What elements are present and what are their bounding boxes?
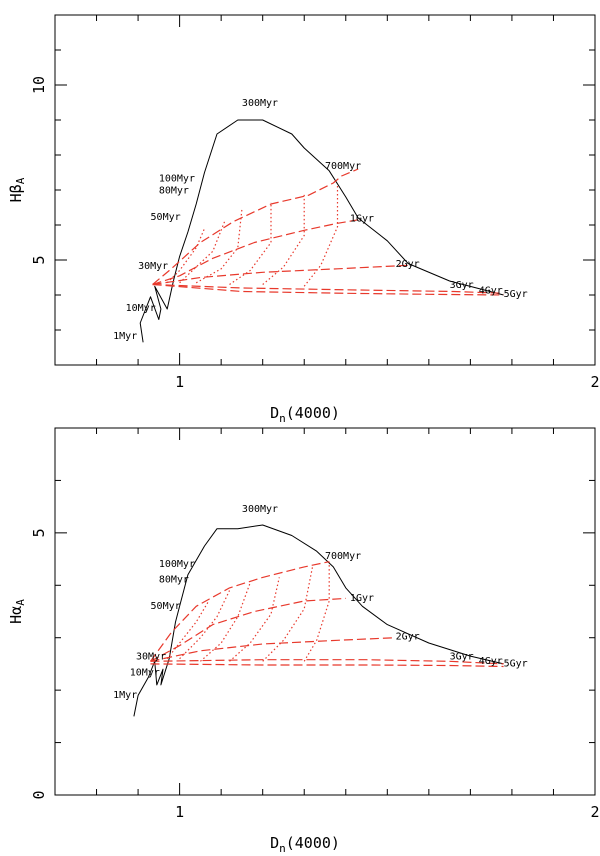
model-line — [303, 561, 330, 662]
age-label: 80Myr — [159, 575, 189, 586]
isochrone-line — [152, 168, 359, 285]
isochrone-line — [152, 219, 359, 286]
x-tick-label: 2 — [590, 803, 599, 821]
y-tick-label: 0 — [30, 790, 48, 799]
y-axis-label: HαA — [7, 599, 27, 624]
model-line — [262, 566, 314, 662]
age-label: 1Myr — [113, 331, 137, 342]
age-label: 100Myr — [159, 173, 195, 184]
isochrone-line — [150, 561, 330, 662]
isochrone-line — [152, 283, 504, 296]
y-axis-label: HβA — [7, 177, 27, 202]
age-label: 2Gyr — [396, 631, 420, 642]
age-label: 50Myr — [151, 601, 181, 612]
isochrone-line — [150, 663, 504, 668]
age-label: 700Myr — [325, 551, 361, 562]
age-label: 30Myr — [138, 261, 168, 272]
hbeta-panel: 1 2 5 10 Dn(4000) HβA 300Myr 700Myr 100Myr 80Myr 1… — [7, 14, 600, 425]
x-tick-label: 1 — [175, 803, 184, 821]
age-label: 4Gyr — [479, 656, 503, 667]
x-tick-label: 2 — [590, 373, 599, 391]
age-label: 5Gyr — [504, 659, 528, 670]
halpha-panel: 1 2 0 5 Dn(4000) HαA 300Myr 700Myr 100Myr 80Myr 50… — [7, 427, 600, 855]
age-label: 1Gyr — [350, 593, 374, 604]
age-label: 2Gyr — [396, 259, 420, 270]
model-line — [200, 582, 251, 662]
age-label: 700Myr — [325, 161, 361, 172]
track-line — [139, 119, 504, 343]
model-line — [229, 577, 280, 662]
isochrone-line — [150, 659, 504, 665]
model-line — [166, 228, 206, 284]
age-label: 10Myr — [126, 303, 156, 314]
isochrone-line — [150, 637, 396, 662]
x-tick-label: 1 — [175, 373, 184, 391]
age-label: 1Myr — [113, 690, 137, 701]
age-label: 3Gyr — [450, 280, 474, 291]
y-tick-label: 5 — [30, 528, 48, 537]
y-tick-label: 5 — [30, 255, 48, 264]
age-label: 80Myr — [159, 186, 189, 197]
y-tick-label: 10 — [30, 76, 48, 94]
age-label: 100Myr — [159, 559, 195, 570]
age-label: 30Myr — [136, 652, 166, 663]
age-label: 4Gyr — [479, 285, 503, 296]
model-line — [179, 219, 226, 284]
age-label: 300Myr — [242, 504, 278, 515]
isochrone-line — [152, 283, 504, 294]
age-label: 3Gyr — [450, 652, 474, 663]
x-axis-label: Dn(4000) — [270, 834, 340, 855]
age-label: 10Myr — [130, 667, 160, 678]
age-label: 300Myr — [242, 98, 278, 109]
plot-frame — [54, 427, 596, 796]
isochrone-line — [152, 264, 409, 286]
model-line — [166, 600, 210, 660]
track-line — [133, 524, 504, 717]
model-line — [303, 184, 339, 287]
age-label: 50Myr — [151, 212, 181, 223]
x-axis-label: Dn(4000) — [270, 404, 340, 425]
model-line — [229, 202, 272, 285]
age-label: 1Gyr — [350, 214, 374, 225]
age-label: 5Gyr — [504, 289, 528, 300]
